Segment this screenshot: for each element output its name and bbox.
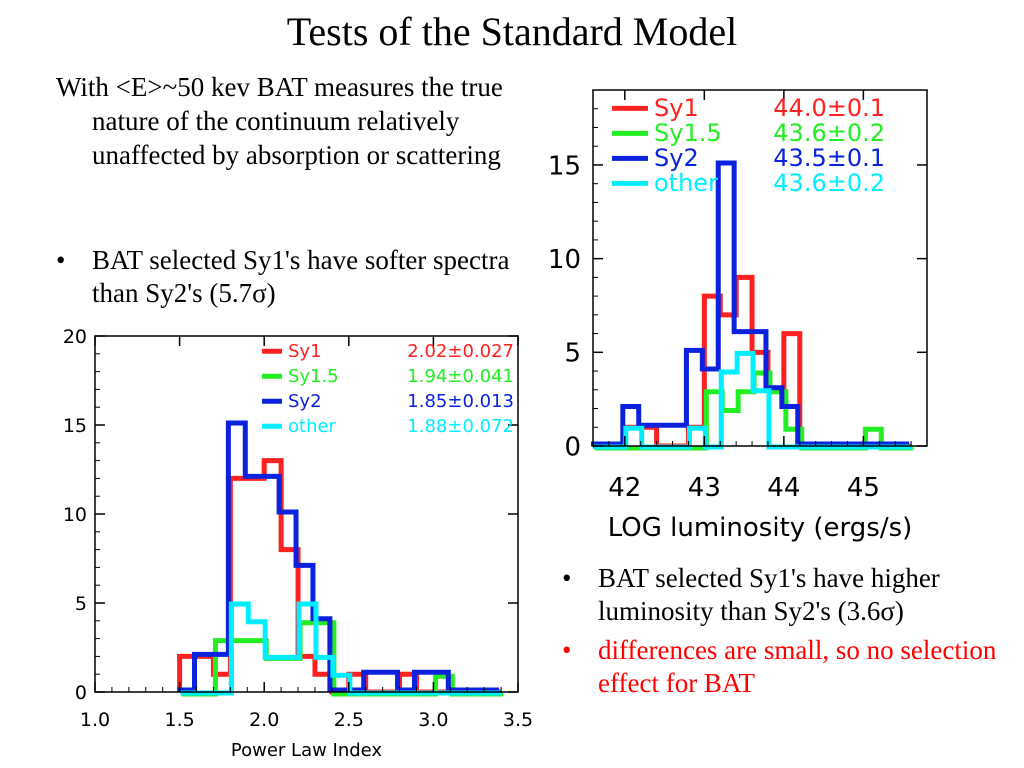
x-tick-label: 42 [608,473,641,503]
bullet-glyph: • [562,635,572,665]
series-Sy2-histogram [177,420,500,693]
plot-frame [592,89,928,447]
legend-stat: 43.6±0.2 [773,119,885,147]
intro-text: With <E>~50 kev BAT measures the true na… [56,72,503,170]
x-tick-label: 3.0 [418,709,448,731]
legend-stat: 43.5±0.1 [773,144,885,172]
right-bullet-list: • BAT selected Sy1's have higher luminos… [562,562,1002,706]
x-axis-label: LOG luminosity (ergs/s) [608,513,913,543]
x-tick-label: 2.5 [334,709,364,731]
series-other-histogram [180,601,503,696]
left-bullet-list: • BAT selected Sy1's have softer spectra… [56,244,536,316]
legend-label: other [288,416,337,437]
x-tick-label: 2.0 [249,709,279,731]
legend-stat: 1.85±0.013 [407,391,514,412]
bullet-glyph: • [562,563,572,593]
legend-label: Sy2 [654,144,699,172]
legend-stat: 1.88±0.072 [407,416,514,437]
x-axis-label: Power Law Index [231,740,383,761]
legend-stat: 2.02±0.027 [407,341,514,362]
bullet-text: BAT selected Sy1's have softer spectra t… [92,245,510,308]
bullet-text: differences are small, so no selection e… [598,635,997,698]
legend-label: Sy1 [654,94,699,122]
y-tick-label: 15 [548,151,581,181]
y-tick-label: 0 [75,682,87,704]
x-tick-label: 1.0 [80,709,110,731]
y-tick-label: 20 [63,326,87,348]
y-tick-label: 10 [548,245,581,275]
series-Sy2-histogram [591,160,910,447]
legend-label: Sy1.5 [654,119,722,147]
legend-stat: 1.94±0.041 [407,366,514,387]
legend-stat: 43.6±0.2 [773,169,885,197]
y-tick-label: 5 [564,339,581,369]
y-tick-label: 0 [564,432,581,462]
y-tick-label: 10 [63,504,87,526]
legend-label: other [654,169,718,197]
y-tick-label: 5 [75,593,87,615]
bullet-glyph: • [56,245,66,275]
legend-label: Sy1.5 [288,366,339,387]
series-other-histogram [594,350,913,450]
legend-stat: 44.0±0.1 [773,94,885,122]
legend-label: Sy2 [288,391,322,412]
y-tick-label: 15 [63,415,87,437]
bullet-text: BAT selected Sy1's have higher luminosit… [598,563,940,626]
x-tick-label: 45 [847,473,880,503]
slide-title: Tests of the Standard Model [286,9,738,54]
bullet-item: • BAT selected Sy1's have higher luminos… [562,562,1002,628]
x-tick-label: 3.5 [503,709,533,731]
x-tick-label: 1.5 [164,709,194,731]
legend-label: Sy1 [288,341,322,362]
bullet-item: • differences are small, so no selection… [562,634,1002,700]
bullet-item: • BAT selected Sy1's have softer spectra… [56,244,536,310]
x-tick-label: 43 [688,473,721,503]
x-tick-label: 44 [767,473,800,503]
